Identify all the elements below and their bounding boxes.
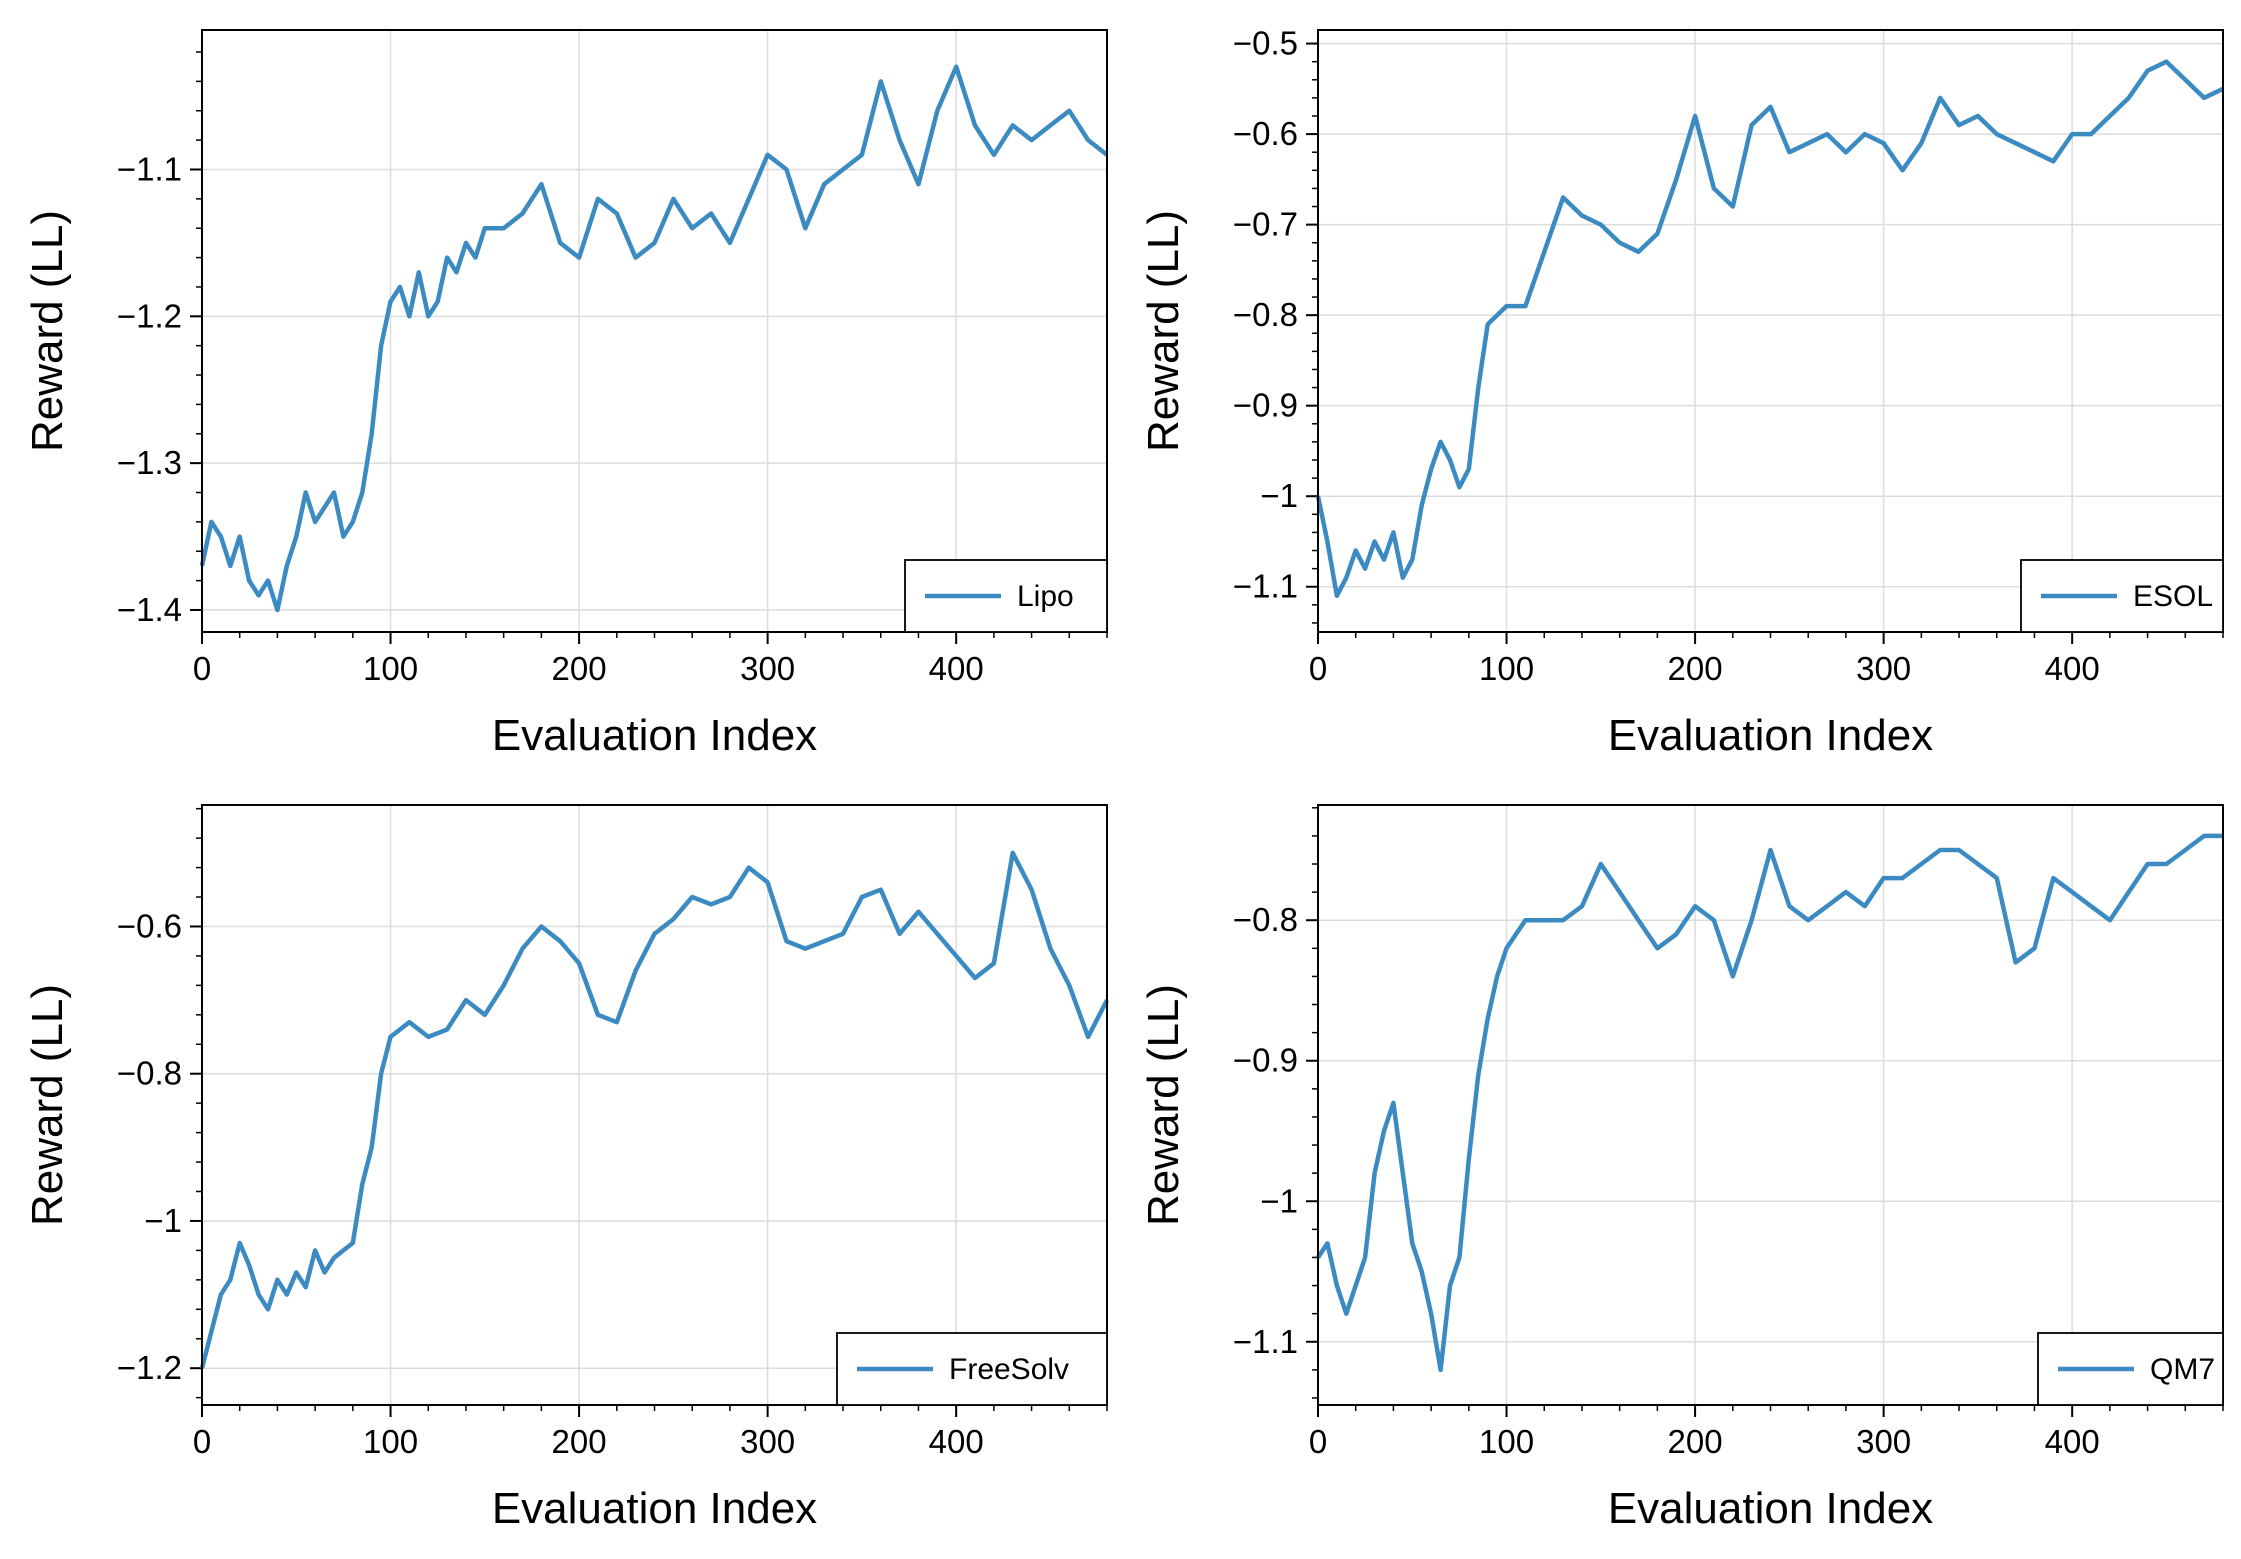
x-axis-label: Evaluation Index	[1608, 1484, 1933, 1533]
plot-frame	[1317, 804, 2224, 1406]
series-line-esol	[1315, 59, 2224, 599]
legend-label: FreeSolv	[949, 1353, 1069, 1386]
x-tick-label: 300	[740, 1423, 795, 1460]
legend-label: Lipo	[1017, 580, 1074, 613]
y-tick-label: −0.7	[1233, 206, 1298, 243]
y-tick-label: −1.1	[1233, 568, 1298, 605]
y-tick-label: −1	[1260, 477, 1298, 514]
x-tick-label: 400	[929, 650, 984, 687]
x-axis-label: Evaluation Index	[492, 1484, 817, 1533]
plot-frame	[1317, 29, 2224, 633]
x-tick-label: 300	[1856, 1423, 1911, 1460]
y-tick-label: −1.2	[117, 297, 182, 334]
plot-frame	[201, 804, 1108, 1406]
y-tick-label: −0.8	[1233, 901, 1298, 938]
x-tick-label: 100	[363, 650, 418, 687]
legend: FreeSolv	[836, 1332, 1108, 1406]
y-tick-label: −0.9	[1233, 1042, 1298, 1079]
x-tick-label: 400	[2045, 650, 2100, 687]
x-axis-label: Evaluation Index	[1608, 711, 1933, 760]
y-axis-label: Reward (LL)	[23, 210, 72, 452]
y-tick-label: −0.6	[1233, 115, 1298, 152]
x-tick-label: 200	[1668, 1423, 1723, 1460]
x-tick-label: 200	[552, 650, 607, 687]
x-tick-label: 100	[363, 1423, 418, 1460]
y-tick-label: −1.1	[1233, 1323, 1298, 1360]
x-tick-label: 0	[1309, 650, 1327, 687]
x-tick-label: 300	[1856, 650, 1911, 687]
y-tick-label: −1.3	[117, 444, 182, 481]
x-tick-label: 200	[552, 1423, 607, 1460]
y-tick-label: −0.9	[1233, 387, 1298, 424]
legend: Lipo	[904, 559, 1108, 633]
x-tick-label: 200	[1668, 650, 1723, 687]
legend-label: QM7	[2150, 1353, 2215, 1386]
series-line-freesolv	[199, 850, 1110, 1369]
y-tick-label: −0.8	[1233, 296, 1298, 333]
x-tick-label: 100	[1479, 650, 1534, 687]
legend-label: ESOL	[2133, 580, 2213, 613]
x-tick-label: 0	[193, 650, 211, 687]
x-tick-label: 400	[929, 1423, 984, 1460]
y-tick-label: −1	[144, 1202, 182, 1239]
y-axis-label: Reward (LL)	[1139, 210, 1188, 452]
y-tick-label: −0.6	[117, 907, 182, 944]
y-axis-label: Reward (LL)	[1139, 984, 1188, 1226]
x-tick-label: 100	[1479, 1423, 1534, 1460]
x-tick-label: 0	[1309, 1423, 1327, 1460]
chart-panel-1: 0 100 200 300 400 −1.4 −1.3 −1.2 −1.1 Evaluation …	[23, 29, 1109, 760]
x-axis-label: Evaluation Index	[492, 711, 817, 760]
y-tick-label: −0.8	[117, 1055, 182, 1092]
y-tick-label: −1.2	[117, 1349, 182, 1386]
chart-panel-2: 0 100 200 300 400 −1.1 −1 −0.9 −0.8 −0.7 −0.6 −0.5 E…	[1139, 25, 2224, 760]
series-line-lipo	[199, 64, 1109, 613]
y-tick-label: −1.4	[117, 591, 182, 628]
x-tick-label: 400	[2045, 1423, 2100, 1460]
chart-panel-4: 0 100 200 300 400 −1.1 −1 −0.9 −0.8 Evaluation In…	[1139, 804, 2224, 1533]
x-tick-label: 0	[193, 1423, 211, 1460]
y-tick-label: −0.5	[1233, 25, 1298, 62]
series-line-qm7	[1316, 833, 2223, 1373]
plot-frame	[201, 29, 1108, 633]
legend: QM7	[2037, 1332, 2224, 1406]
y-tick-label: −1	[1260, 1182, 1298, 1219]
x-tick-label: 300	[740, 650, 795, 687]
legend: ESOL	[2020, 559, 2224, 633]
y-tick-label: −1.1	[117, 150, 182, 187]
y-axis-label: Reward (LL)	[23, 984, 72, 1226]
chart-panel-3: 0 100 200 300 400 −1.2 −1 −0.8 −0.6 Evaluation In…	[23, 804, 1110, 1533]
